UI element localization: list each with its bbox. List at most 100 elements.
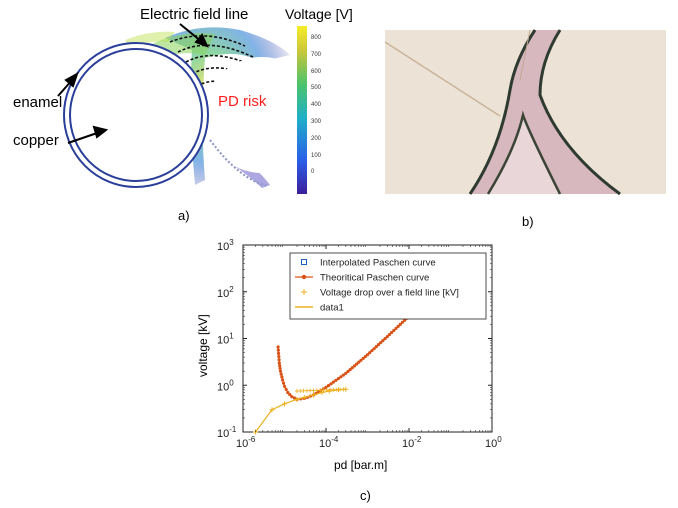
theoretical-paschen-point — [368, 351, 372, 355]
y-axis-label: voltage [kV] — [196, 314, 210, 377]
y-tick-exponent: 1 — [229, 332, 234, 341]
theoretical-paschen-point — [281, 381, 286, 385]
x-tick-label: 100 — [485, 435, 502, 450]
theoretical-paschen-point — [361, 356, 365, 361]
legend-label: Voltage drop over a field line [kV] — [320, 288, 459, 299]
colorbar-tick: 700 — [311, 51, 322, 58]
theoretical-paschen-point — [392, 328, 396, 333]
theoretical-paschen-point — [350, 366, 354, 370]
voltage-drop-point — [269, 407, 275, 413]
annotation-arrows — [57, 23, 209, 144]
theoretical-paschen-point — [374, 345, 378, 349]
colorbar-tick: 600 — [311, 68, 322, 75]
x-axis-label: pd [bar.m] — [334, 458, 388, 472]
theoretical-paschen-point — [387, 332, 392, 337]
pd-risk-label: PD risk — [218, 93, 267, 110]
y-tick-label: 102 — [217, 285, 234, 300]
theoretical-paschen-point — [334, 378, 338, 382]
voltage-drop-point — [311, 392, 317, 398]
theoretical-paschen-point — [383, 336, 387, 341]
theoretical-paschen-point — [355, 362, 359, 366]
voltage-drop-point — [319, 389, 325, 395]
legend-marker-plus — [301, 289, 307, 295]
copper-label: copper — [13, 132, 59, 149]
theoretical-paschen-point — [396, 324, 400, 328]
theoretical-paschen-point — [398, 322, 402, 326]
theoretical-paschen-point — [292, 396, 297, 400]
x-tick-exponent: -4 — [331, 435, 339, 444]
enamel-label: enamel — [13, 94, 63, 111]
theoretical-paschen-point — [357, 360, 361, 364]
colorbar-title: Voltage [V] — [285, 6, 353, 22]
theoretical-paschen-point — [278, 364, 282, 368]
adjacent-conductor-edge — [209, 139, 269, 187]
colorbar-ticks: 800 700 600 500 400 300 200 100 0 — [311, 30, 321, 181]
panel-a-label: a) — [178, 208, 190, 223]
y-tick-label: 100 — [217, 378, 234, 393]
legend-marker-circle — [301, 274, 307, 280]
theoretical-paschen-point — [276, 345, 280, 349]
theoretical-paschen-point — [385, 334, 389, 339]
theoretical-paschen-point — [344, 371, 348, 375]
y-tick-label: 101 — [217, 332, 234, 347]
colorbar-tick: 200 — [311, 135, 322, 142]
x-tick-exponent: -2 — [414, 435, 422, 444]
x-tick-exponent: 0 — [497, 435, 502, 444]
y-tick-label: 103 — [217, 238, 234, 253]
theoretical-paschen-point — [280, 375, 284, 379]
theoretical-paschen-point — [331, 380, 336, 384]
y-tick-label: 10-1 — [217, 425, 237, 440]
theoretical-paschen-point — [403, 318, 407, 322]
colorbar-tick: 100 — [311, 152, 322, 159]
theoretical-paschen-point — [381, 338, 385, 343]
theoretical-paschen-point — [365, 353, 370, 357]
electric-field-line-label: Electric field line — [140, 6, 249, 23]
voltage-drop-point — [282, 401, 287, 407]
legend-box — [289, 252, 487, 320]
legend-marker-square — [301, 259, 307, 265]
theoretical-paschen-point — [284, 387, 288, 391]
micrograph-photo — [384, 29, 666, 196]
theoretical-paschen-point — [363, 354, 367, 359]
theoretical-paschen-point — [341, 373, 345, 377]
theoretical-paschen-point — [276, 351, 281, 355]
legend-label: Interpolated Paschen curve — [320, 258, 436, 269]
y-tick-exponent: 3 — [229, 238, 234, 247]
theoretical-paschen-point — [282, 384, 287, 388]
theoretical-paschen-point — [288, 392, 292, 397]
adjacent-conductor — [204, 57, 320, 173]
colorbar-tick: 800 — [311, 35, 322, 41]
theoretical-paschen-point — [390, 330, 394, 335]
theoretical-paschen-point — [277, 354, 281, 359]
theoretical-paschen-point — [348, 367, 352, 372]
wire-cross-section — [63, 42, 209, 188]
panel-b-label: b) — [522, 214, 534, 229]
chart-legend: Interpolated Paschen curve Theoritical Pa… — [289, 252, 487, 320]
y-tick-exponent: 0 — [229, 378, 234, 387]
theoretical-paschen-point — [394, 326, 398, 331]
theoretical-paschen-point — [290, 395, 294, 399]
y-tick-exponent: 2 — [229, 285, 234, 294]
theoretical-paschen-point — [359, 358, 363, 362]
theoretical-paschen-point — [278, 366, 282, 371]
y-tick-exponent: -1 — [229, 425, 237, 434]
theoretical-paschen-point — [346, 369, 350, 374]
colorbar — [297, 26, 307, 194]
theoretical-paschen-point — [276, 348, 280, 352]
legend-label: Theoritical Paschen curve — [320, 273, 429, 284]
theoretical-paschen-point — [277, 361, 281, 365]
theoretical-paschen-point — [352, 364, 357, 368]
theoretical-paschen-point — [339, 375, 343, 379]
theoretical-paschen-point — [379, 341, 383, 345]
x-tick-label: 10-2 — [402, 435, 422, 450]
colorbar-tick: 500 — [311, 85, 322, 92]
theoretical-paschen-point — [400, 320, 405, 324]
theoretical-paschen-point — [277, 358, 281, 362]
colorbar-tick: 300 — [311, 118, 322, 125]
voltage-drop-point — [301, 394, 307, 400]
colorbar-tick: 400 — [311, 102, 322, 109]
theoretical-paschen-point — [281, 378, 285, 382]
colorbar-tick: 0 — [311, 169, 315, 176]
